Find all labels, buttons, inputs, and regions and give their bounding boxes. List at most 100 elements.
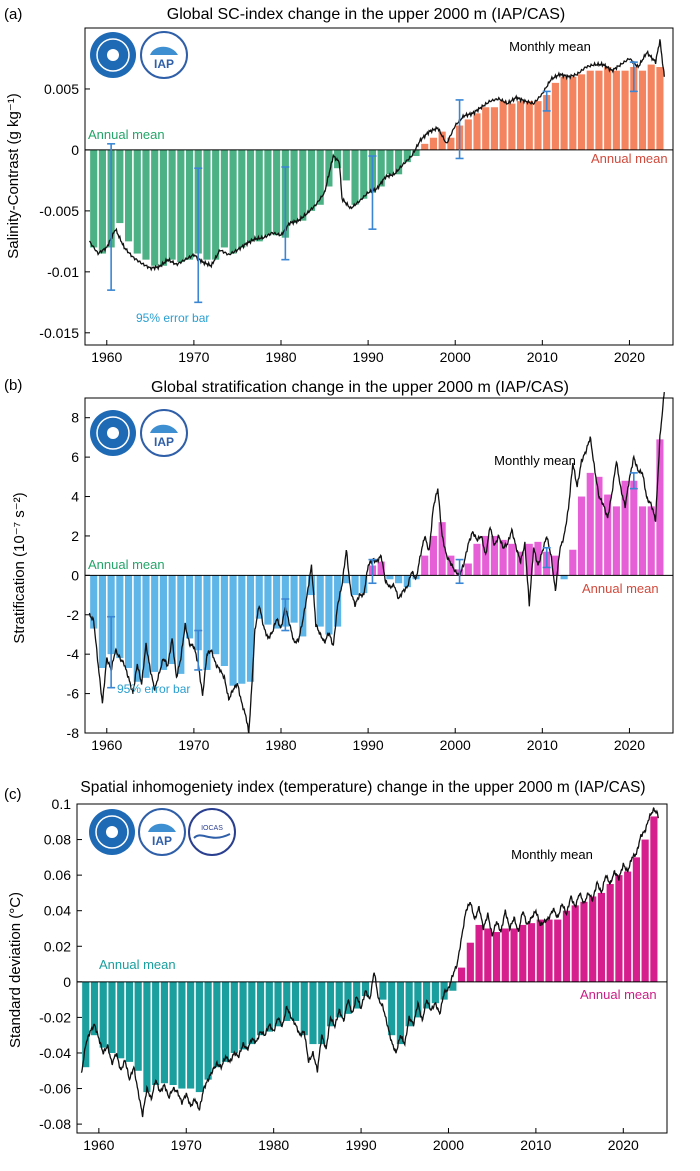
annual-mean-bar [554, 919, 562, 982]
annual-mean-bar [438, 131, 446, 150]
annotation-annual-mean-pos-b: Annual mean [582, 581, 659, 596]
y-axis-label-b: Stratification (10⁻⁷ s⁻²) [11, 492, 28, 643]
annual-mean-bar [124, 575, 133, 668]
annual-mean-bar [464, 563, 472, 576]
annual-mean-bar [484, 928, 492, 982]
logo-group-a: IAP [90, 31, 188, 79]
x-tick-label: 1960 [83, 1137, 114, 1153]
logo-group-c: IAP IOCAS [89, 808, 236, 856]
x-tick-label: 1960 [91, 349, 122, 365]
annual-mean-bar [543, 95, 551, 150]
annotation-monthly-mean-a: Monthly mean [509, 39, 591, 54]
panel-b: (b) Global stratification change in the … [4, 377, 674, 753]
iap-logo-wave-icon [150, 424, 178, 433]
y-tick-label: 0 [71, 567, 79, 583]
annual-mean-bar [508, 543, 516, 576]
annual-mean-bar [360, 149, 368, 199]
annual-mean-bar [656, 439, 664, 576]
annual-mean-bar [90, 575, 98, 629]
annual-mean-bar [316, 575, 324, 627]
annual-mean-bar [569, 549, 577, 576]
annual-mean-bar [403, 149, 411, 163]
annual-mean-bar [98, 149, 106, 254]
annual-mean-bar [501, 928, 509, 982]
annual-mean-bar [204, 981, 212, 1080]
y-axis-label-c: Standard deviation (°C) [7, 892, 24, 1048]
annual-mean-bar [615, 875, 623, 982]
x-tick-label: 1960 [91, 737, 122, 753]
annual-mean-bar [326, 981, 335, 1027]
annotation-monthly-mean-b: Monthly mean [494, 453, 576, 468]
annual-mean-bar [290, 575, 298, 623]
annotation-annual-mean-pos-a: Annual mean [591, 151, 668, 166]
annual-mean-bar [307, 575, 316, 596]
y-tick-label: -8 [67, 725, 80, 741]
y-tick-label: -0.005 [39, 203, 79, 219]
y-tick-label: 0 [63, 974, 71, 990]
annual-mean-bar [124, 149, 133, 242]
annual-mean-bar [335, 981, 343, 1018]
annual-mean-bar [621, 480, 629, 576]
annual-mean-bar [377, 561, 385, 576]
x-tick-label: 1980 [265, 737, 296, 753]
annual-mean-bar [396, 981, 404, 1045]
annual-mean-bar [229, 575, 237, 686]
y-tick-label: -2 [67, 607, 80, 623]
annual-mean-bar [90, 981, 99, 1036]
iap-logo-text: IAP [152, 834, 172, 848]
annual-mean-bar [525, 101, 533, 150]
annual-mean-bar [159, 149, 167, 266]
annual-mean-bar [169, 981, 177, 1085]
annual-mean-bar [246, 575, 255, 682]
annual-mean-bar [527, 923, 536, 982]
annual-mean-bar [534, 541, 542, 576]
y-tick-label: 8 [71, 410, 79, 426]
annual-mean-bar [412, 149, 420, 157]
annual-mean-bar [203, 575, 211, 670]
annual-mean-bar [630, 480, 638, 576]
annual-mean-bar [490, 535, 498, 576]
annual-mean-bar [159, 575, 167, 670]
x-tick-label: 2010 [527, 349, 558, 365]
annual-mean-bar [606, 884, 614, 982]
chart-title-b: Global stratification change in the uppe… [151, 379, 569, 396]
annual-mean-bar [142, 575, 150, 678]
annual-mean-bar [116, 575, 124, 659]
annual-mean-bar [230, 981, 238, 1053]
y-tick-label: 6 [71, 449, 79, 465]
x-tick-label: 1990 [353, 349, 384, 365]
annual-mean-bar [475, 924, 483, 982]
y-tick-label: 0 [71, 142, 79, 158]
iocas-logo-icon [188, 808, 236, 856]
annual-mean-bar [299, 575, 307, 637]
annual-mean-bar [473, 543, 481, 576]
annual-mean-bar [429, 535, 438, 576]
logo-group-b: IAP [90, 409, 188, 457]
annual-mean-bar [195, 981, 203, 1093]
cas-logo-ring-icon [96, 38, 130, 72]
annual-mean-bar [551, 555, 559, 576]
annual-mean-bar [344, 981, 352, 1014]
annual-mean-bar [117, 981, 125, 1059]
annual-mean-bar [438, 522, 446, 576]
annual-mean-bar [116, 149, 124, 224]
annual-mean-bar [447, 137, 455, 150]
annual-mean-bar [239, 981, 247, 1050]
annual-mean-bar [403, 575, 411, 588]
annual-mean-bar [516, 101, 525, 150]
annual-mean-bar [307, 149, 316, 211]
annual-mean-bar [395, 149, 403, 175]
annual-mean-bar [656, 67, 664, 150]
annual-mean-bar [98, 575, 106, 668]
panel-label-a: (a) [4, 6, 22, 23]
annual-mean-bar [525, 543, 533, 576]
annotation-annual-mean-pos-c: Annual mean [580, 987, 657, 1002]
annual-mean-bar [143, 981, 151, 1093]
y-tick-label: 0.02 [44, 938, 71, 954]
annual-mean-bar [283, 981, 291, 1021]
annual-mean-bar [414, 981, 422, 1018]
iap-logo-wave-icon [150, 46, 178, 55]
cas-logo-flower-icon [106, 826, 118, 838]
annual-mean-bar [133, 149, 141, 254]
